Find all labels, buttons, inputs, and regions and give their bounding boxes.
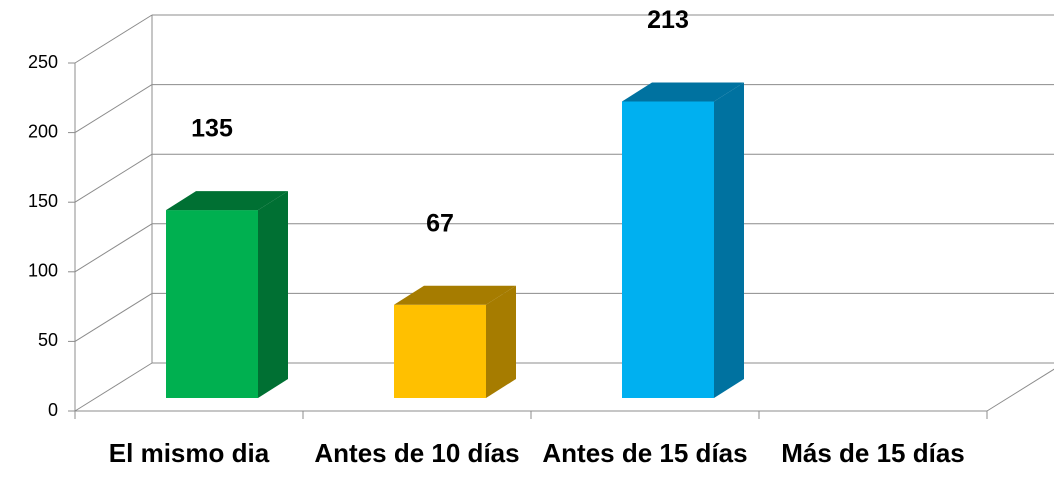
side-grid-line — [74, 84, 153, 134]
data-label: 135 — [191, 115, 233, 143]
data-label: 67 — [426, 209, 454, 237]
bar-side — [258, 191, 288, 398]
y-tick-label: 0 — [48, 400, 58, 420]
floor-edge — [986, 368, 1054, 412]
x-tick-label: Más de 15 días — [781, 438, 965, 468]
bar-top — [622, 82, 744, 102]
x-tick-label: Antes de 10 días — [314, 438, 520, 468]
x-tick-label: Antes de 15 días — [542, 438, 748, 468]
y-tick-label: 250 — [28, 52, 58, 72]
bar-top — [394, 285, 516, 305]
side-grid-line — [74, 153, 153, 203]
y-tick-label: 200 — [28, 121, 58, 141]
bar-front — [166, 210, 258, 398]
side-grid-line — [74, 362, 153, 412]
bar-side — [486, 285, 516, 398]
y-tick-label: 50 — [38, 330, 58, 350]
bar-side — [714, 82, 744, 398]
y-tick-label: 100 — [28, 261, 58, 281]
side-grid-line — [74, 292, 153, 342]
side-grid-line — [74, 223, 153, 273]
side-grid-line — [74, 14, 153, 64]
bar-front — [622, 101, 714, 398]
y-tick-label: 150 — [28, 191, 58, 211]
bar-top — [166, 191, 288, 211]
data-label: 213 — [647, 6, 689, 34]
bar-front — [394, 304, 486, 398]
x-tick-label: El mismo dia — [108, 438, 270, 468]
